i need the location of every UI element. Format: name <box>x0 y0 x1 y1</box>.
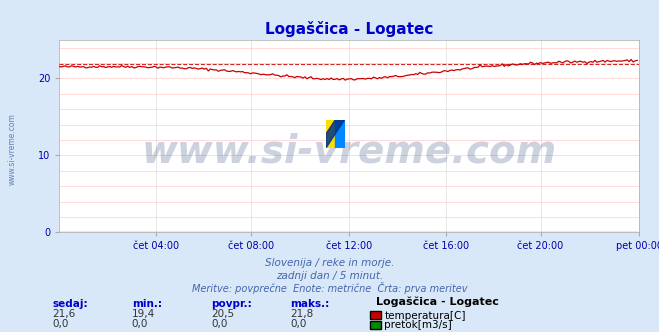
Text: 20,5: 20,5 <box>211 309 234 319</box>
Polygon shape <box>326 120 335 148</box>
Text: Slovenija / reke in morje.: Slovenija / reke in morje. <box>265 258 394 268</box>
Text: Logaščica - Logatec: Logaščica - Logatec <box>376 297 498 307</box>
Polygon shape <box>326 120 345 148</box>
Text: povpr.:: povpr.: <box>211 299 252 309</box>
Text: pretok[m3/s]: pretok[m3/s] <box>384 320 452 330</box>
Text: 19,4: 19,4 <box>132 309 155 319</box>
Text: 0,0: 0,0 <box>132 319 148 329</box>
Title: Logaščica - Logatec: Logaščica - Logatec <box>265 21 434 37</box>
Text: temperatura[C]: temperatura[C] <box>384 311 466 321</box>
Text: 0,0: 0,0 <box>53 319 69 329</box>
Text: zadnji dan / 5 minut.: zadnji dan / 5 minut. <box>276 271 383 281</box>
Text: 0,0: 0,0 <box>290 319 306 329</box>
Text: min.:: min.: <box>132 299 162 309</box>
Text: 0,0: 0,0 <box>211 319 227 329</box>
Text: 21,6: 21,6 <box>53 309 76 319</box>
Polygon shape <box>335 120 345 148</box>
Text: maks.:: maks.: <box>290 299 330 309</box>
Text: 21,8: 21,8 <box>290 309 313 319</box>
Text: sedaj:: sedaj: <box>53 299 88 309</box>
Text: www.si-vreme.com: www.si-vreme.com <box>8 114 17 185</box>
Text: Meritve: povprečne  Enote: metrične  Črta: prva meritev: Meritve: povprečne Enote: metrične Črta:… <box>192 282 467 294</box>
Text: www.si-vreme.com: www.si-vreme.com <box>142 132 557 171</box>
